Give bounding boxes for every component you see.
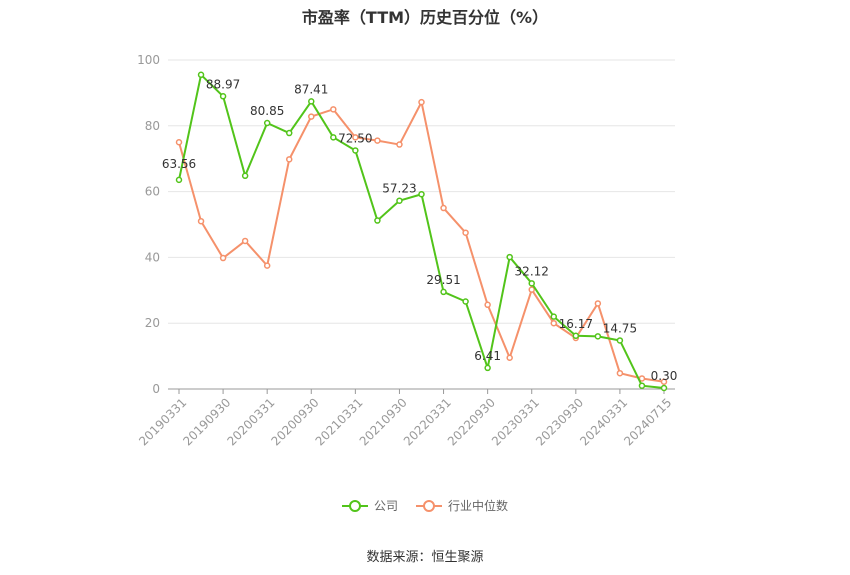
data-point-company[interactable]	[550, 313, 558, 320]
data-label-layer: 63.56 88.97 80.85 87.41 72.50 57.23 29.51 6.41 3…	[162, 77, 678, 383]
data-point-industry[interactable]	[594, 300, 602, 307]
y-tick-label: 20	[145, 316, 160, 330]
chart-title: 市盈率（TTM）历史百分位（%）	[301, 8, 549, 27]
series-layer	[175, 71, 668, 392]
data-point-industry[interactable]	[528, 286, 535, 293]
data-label-company: 63.56	[162, 157, 196, 171]
legend-industry-icon	[416, 499, 442, 512]
data-point-industry[interactable]	[175, 139, 183, 146]
y-tick-label: 60	[145, 185, 160, 199]
data-label-company: 29.51	[426, 273, 460, 287]
data-label-company: 72.50	[338, 131, 372, 145]
data-point-company[interactable]	[506, 253, 513, 261]
data-point-industry[interactable]	[484, 301, 491, 309]
data-point-company[interactable]	[330, 134, 337, 141]
data-label-company: 6.41	[474, 349, 501, 363]
legend-item-industry[interactable]: 行业中位数	[416, 497, 508, 514]
legend-item-company[interactable]: 公司	[341, 497, 398, 514]
data-label-company: 80.85	[250, 104, 284, 118]
data-point-company[interactable]	[197, 71, 205, 79]
data-point-industry[interactable]	[219, 254, 227, 262]
y-tick-label: 80	[145, 119, 160, 133]
data-label-company: 88.97	[206, 77, 240, 91]
data-label-company: 87.41	[294, 82, 328, 96]
data-point-company[interactable]	[528, 280, 535, 287]
data-point-company[interactable]	[374, 217, 381, 224]
data-point-company[interactable]	[308, 98, 315, 105]
data-point-industry[interactable]	[330, 106, 337, 113]
data-point-company[interactable]	[572, 332, 580, 340]
data-point-industry[interactable]	[308, 113, 315, 120]
data-point-company[interactable]	[352, 147, 359, 154]
data-point-company[interactable]	[440, 288, 447, 296]
data-label-company: 57.23	[382, 182, 416, 196]
legend: 公司 行业中位数	[0, 497, 850, 514]
data-point-industry[interactable]	[374, 137, 381, 144]
data-point-company[interactable]	[616, 337, 624, 344]
y-tick-label: 0	[152, 382, 160, 396]
data-point-industry[interactable]	[396, 141, 403, 148]
data-point-industry[interactable]	[241, 237, 249, 245]
data-label-company: 32.12	[515, 264, 549, 278]
data-point-industry[interactable]	[352, 134, 359, 141]
data-point-company[interactable]	[396, 197, 403, 204]
x-tick-label: 20240715	[621, 395, 674, 448]
data-point-company[interactable]	[241, 172, 249, 180]
data-label-company: 14.75	[603, 321, 637, 335]
data-point-industry[interactable]	[418, 98, 425, 106]
data-point-industry[interactable]	[616, 369, 624, 377]
data-label-company: 16.17	[559, 317, 593, 331]
data-point-company[interactable]	[638, 382, 646, 389]
series-line-company[interactable]	[178, 73, 665, 390]
data-point-industry[interactable]	[197, 217, 205, 225]
data-point-company[interactable]	[462, 298, 469, 305]
data-point-company[interactable]	[418, 190, 425, 198]
data-point-company[interactable]	[484, 364, 491, 372]
data-point-industry[interactable]	[506, 354, 513, 361]
y-tick-label: 40	[145, 250, 160, 264]
y-tick-label: 100	[137, 53, 160, 67]
chart-plot-area: 0204060801002019033120190930202003312020…	[136, 53, 678, 449]
series-line-industry[interactable]	[178, 101, 665, 383]
legend-industry-label: 行业中位数	[448, 499, 509, 513]
data-point-company[interactable]	[594, 333, 602, 340]
data-point-industry[interactable]	[660, 378, 668, 386]
legend-company-icon	[341, 499, 368, 512]
data-point-industry[interactable]	[440, 204, 447, 212]
data-point-industry[interactable]	[462, 229, 469, 236]
data-point-company[interactable]	[263, 119, 271, 127]
data-label-company: 0.30	[651, 369, 678, 383]
data-point-company[interactable]	[219, 93, 227, 100]
legend-company-label: 公司	[373, 499, 398, 513]
data-point-industry[interactable]	[263, 262, 271, 269]
axis-layer: 0204060801002019033120190930202003312020…	[136, 53, 675, 449]
data-point-industry[interactable]	[285, 156, 293, 163]
data-point-industry[interactable]	[550, 319, 558, 327]
data-source: 数据来源：恒生聚源	[366, 550, 484, 565]
data-point-company[interactable]	[285, 129, 293, 137]
data-point-company[interactable]	[175, 176, 183, 184]
data-point-company[interactable]	[660, 384, 668, 392]
